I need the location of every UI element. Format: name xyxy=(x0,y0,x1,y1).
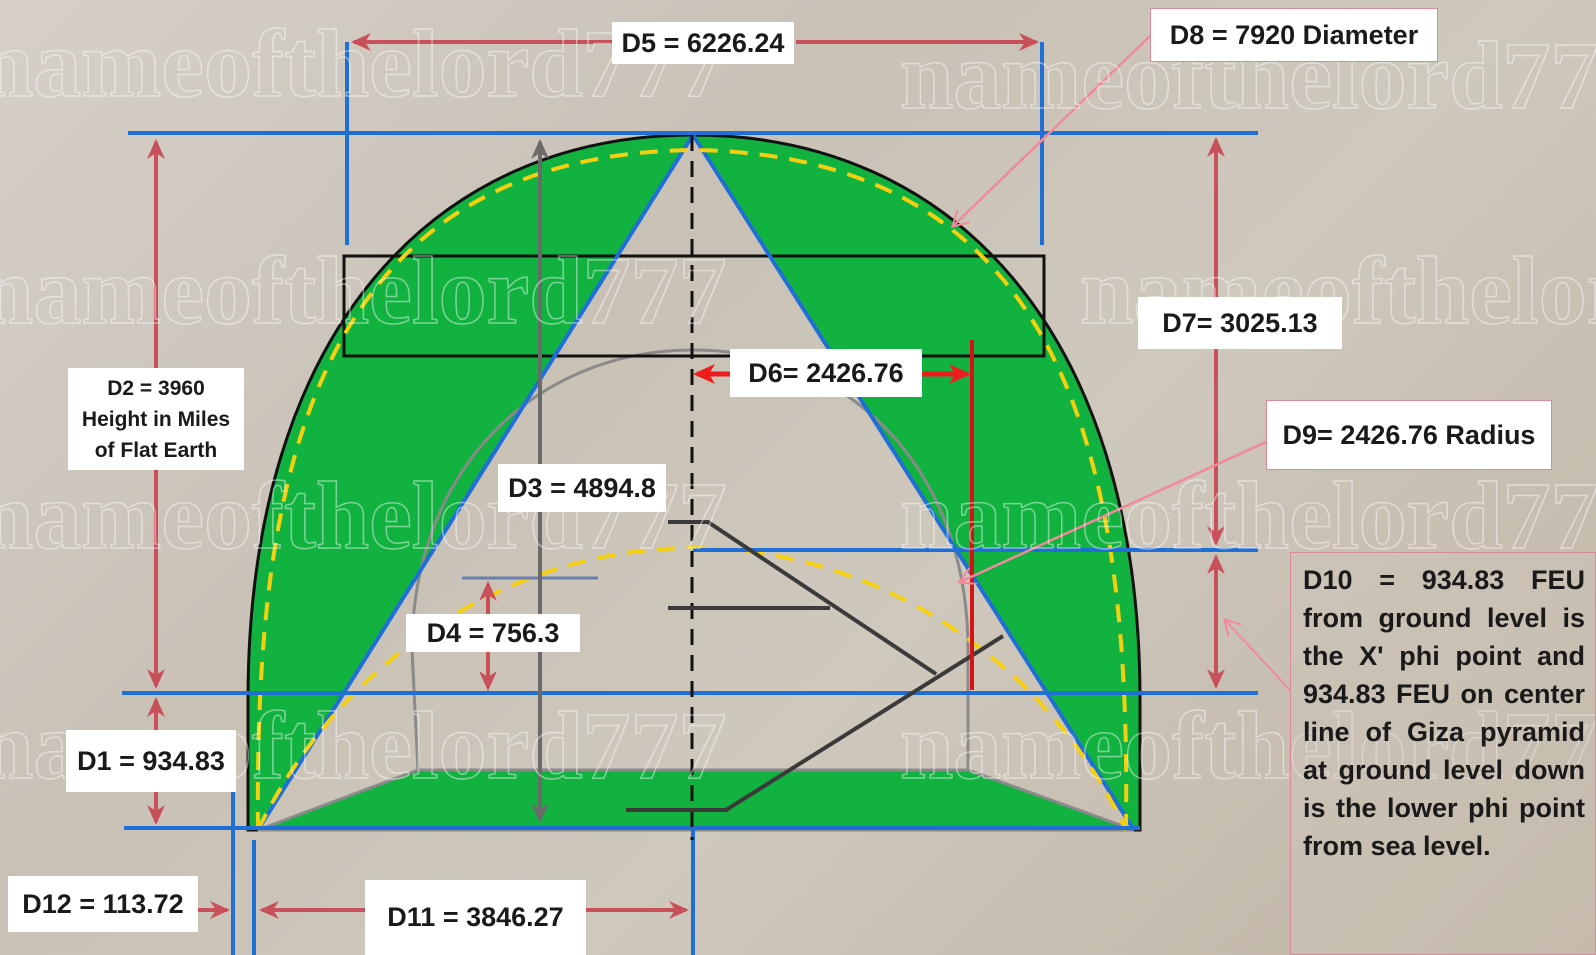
shaft-upper xyxy=(668,520,938,676)
yellow-dashed-dome xyxy=(255,147,1129,831)
label-d12: D12 = 113.72 xyxy=(8,876,198,932)
d9-pointer xyxy=(960,440,1267,582)
label-d2-line2: Height in Miles xyxy=(81,407,231,431)
black-rectangle xyxy=(342,254,1046,358)
shaft-lower xyxy=(626,634,1005,812)
label-d3: D3 = 4894.8 xyxy=(498,464,666,512)
label-d2-line3: of Flat Earth xyxy=(94,438,218,462)
label-d7: D7= 3025.13 xyxy=(1138,297,1342,349)
green-dome xyxy=(246,132,1142,832)
label-d2-line1: D2 = 3960 xyxy=(107,376,205,400)
label-d5: D5 = 6226.24 xyxy=(612,22,794,64)
label-d9: D9= 2426.76 Radius xyxy=(1266,400,1552,470)
label-d4: D4 = 756.3 xyxy=(406,614,580,652)
label-d10: D10 = 934.83 FEU from ground level is th… xyxy=(1290,552,1596,955)
label-d1: D1 = 934.83 xyxy=(66,730,236,792)
label-d2: D2 = 3960 Height in Miles of Flat Earth xyxy=(68,368,244,470)
label-d8: D8 = 7920 Diameter xyxy=(1150,8,1438,62)
label-d10-text: D10 = 934.83 FEU from ground level is th… xyxy=(1303,565,1585,861)
label-d11: D11 = 3846.27 xyxy=(365,880,586,955)
d10-pointer xyxy=(1225,620,1291,691)
d8-pointer xyxy=(953,35,1151,226)
label-d6: D6= 2426.76 xyxy=(730,349,922,397)
inner-trapezoid xyxy=(257,768,1135,832)
